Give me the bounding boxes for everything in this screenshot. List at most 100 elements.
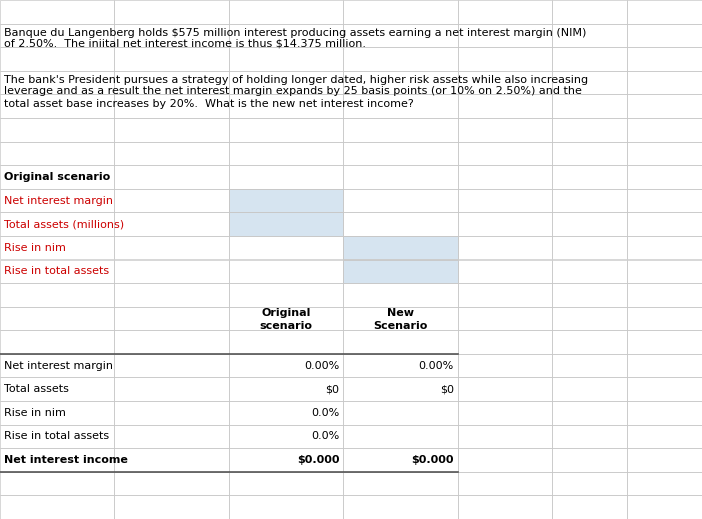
Bar [343,118,458,142]
Bar [229,118,343,142]
Bar [458,212,552,236]
Bar [343,236,458,260]
Bar [114,236,229,260]
Bar [343,448,458,472]
Bar [458,94,552,118]
Bar [627,165,702,189]
Bar [552,307,627,330]
Bar [229,496,343,519]
Bar [343,0,458,23]
Bar [114,165,229,189]
Bar [627,448,702,472]
Bar [627,23,702,47]
Bar [552,377,627,401]
Bar [343,94,458,118]
Bar [0,212,114,236]
Bar [627,307,702,330]
Bar [552,354,627,377]
Bar [343,330,458,354]
Bar [229,212,343,236]
Text: 0.0%: 0.0% [311,408,339,418]
Bar [0,236,114,260]
Bar [552,0,627,23]
Bar [229,94,343,118]
Bar [229,401,343,425]
Bar [0,448,114,472]
Bar [114,23,229,47]
Bar [343,425,458,448]
Text: $0.000: $0.000 [297,455,339,465]
Bar [627,425,702,448]
Bar [114,189,229,212]
Text: Net interest margin: Net interest margin [4,361,113,371]
Bar [229,0,343,23]
Bar [0,401,114,425]
Bar [114,472,229,496]
Text: Total assets: Total assets [4,384,69,394]
Bar [458,142,552,165]
Bar [114,47,229,71]
Bar [552,94,627,118]
Bar [229,307,343,330]
Bar [0,189,114,212]
Bar [458,330,552,354]
Bar [458,377,552,401]
Text: Net interest income: Net interest income [4,455,128,465]
Bar [552,165,627,189]
Bar [458,307,552,330]
Bar [229,71,343,94]
Bar [229,189,343,212]
Bar [458,0,552,23]
Text: Rise in total assets: Rise in total assets [4,266,109,276]
Bar [627,260,702,283]
Bar [458,283,552,307]
Bar [343,401,458,425]
Text: Original scenario: Original scenario [4,172,110,182]
Bar [229,142,343,165]
Bar [229,165,343,189]
Bar [114,354,229,377]
Bar [114,401,229,425]
Bar [229,472,343,496]
Bar [114,425,229,448]
Bar [458,236,552,260]
Bar [0,118,114,142]
Bar [0,142,114,165]
Bar [627,236,702,260]
Bar [552,448,627,472]
Bar [229,236,343,260]
Bar [627,283,702,307]
Bar [229,377,343,401]
Bar [552,260,627,283]
Bar [114,94,229,118]
Bar [627,47,702,71]
Bar [458,496,552,519]
Bar [627,330,702,354]
Bar [0,47,114,71]
Bar [114,377,229,401]
Bar [343,260,458,283]
Bar [458,401,552,425]
Bar [552,425,627,448]
Text: Rise in nim: Rise in nim [4,408,66,418]
Bar [0,0,114,23]
Bar [627,0,702,23]
Bar [552,496,627,519]
Bar [0,425,114,448]
Text: New
Scenario: New Scenario [373,308,428,331]
Bar [114,212,229,236]
Bar [458,448,552,472]
Bar [114,142,229,165]
Bar [0,283,114,307]
Text: Rise in total assets: Rise in total assets [4,431,109,442]
Text: $0: $0 [325,384,339,394]
Text: leverage and as a result the net interest margin expands by 25 basis points (or : leverage and as a result the net interes… [4,86,582,96]
Bar [343,23,458,47]
Bar [229,260,343,283]
Text: 0.00%: 0.00% [418,361,453,371]
Bar [627,377,702,401]
Text: 0.0%: 0.0% [311,431,339,442]
Bar [343,307,458,330]
Bar [343,496,458,519]
Bar [114,307,229,330]
